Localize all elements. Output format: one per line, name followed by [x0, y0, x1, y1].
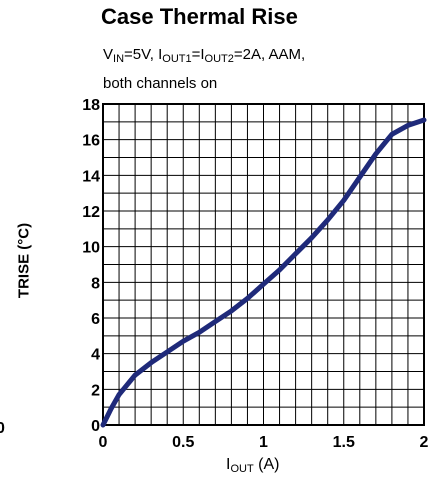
series-line-trise — [100, 117, 427, 428]
y-tick-label: 2 — [91, 382, 100, 399]
x-tick-label: 1 — [259, 434, 268, 451]
y-tick-label: 4 — [91, 347, 100, 364]
chart-conditions-line1: VIN=5V, IOUT1=IOUT2=2A, AAM, — [103, 46, 306, 65]
x-axis-label: IOUT (A) — [226, 456, 280, 475]
y-tick-label: 8 — [91, 275, 100, 292]
y-tick-label: 10 — [82, 240, 100, 257]
chart-title: Case Thermal Rise — [101, 4, 298, 29]
y-tick-label: 14 — [82, 168, 100, 185]
y-tick-label: 0 — [91, 418, 100, 435]
x-tick-label: 1.5 — [333, 434, 355, 451]
x-tick-label: 2 — [420, 434, 429, 451]
y-tick-label: 6 — [91, 311, 100, 328]
plot-frame — [102, 103, 425, 426]
y-tick-label: 12 — [82, 204, 100, 221]
chart-conditions-line2: both channels on — [103, 75, 218, 92]
y-tick-label: 18 — [82, 97, 100, 114]
x-tick-label: 0 — [99, 434, 108, 451]
y-tick-label: 16 — [82, 133, 100, 150]
stray-tick-label: 0 — [0, 420, 5, 437]
x-tick-label: 0.5 — [172, 434, 194, 451]
